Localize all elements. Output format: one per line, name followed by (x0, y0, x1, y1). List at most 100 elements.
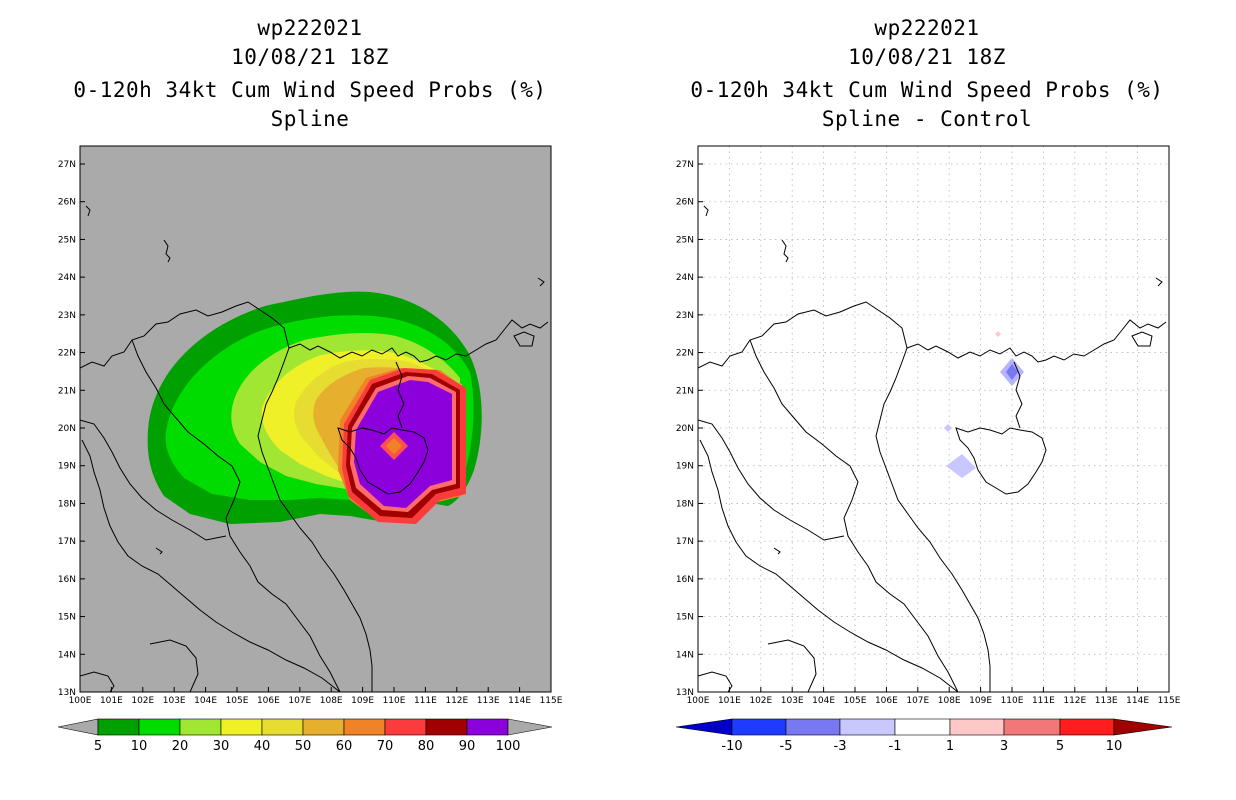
left-colorbar-label: 90 (459, 739, 476, 754)
left-colorbar-swatch (425, 718, 468, 736)
left-lon-label: 102E (131, 696, 154, 706)
left-scheme: Spline (270, 107, 350, 131)
left-lat-labels: 27N 26N 25N 24N 23N 22N 21N 20N 19N 18N 17N 16N 15N 1… (58, 160, 85, 698)
left-lon-label: 101E (100, 696, 123, 706)
right-lat-label: 23N (676, 311, 694, 321)
left-colorbar: 5 10 20 30 40 50 60 70 80 90 100 (57, 718, 553, 754)
diff-blob-sw (946, 454, 976, 478)
left-colorbar-label: 30 (213, 739, 230, 754)
right-colorbar-label: -5 (780, 739, 793, 754)
left-lon-label: 112E (445, 696, 468, 706)
right-lon-label: 115E (1158, 696, 1181, 706)
left-lat-label: 13N (58, 688, 76, 698)
right-colorbar-swatch (1059, 718, 1115, 736)
left-colorbar-swatch (220, 718, 263, 736)
right-lat-label: 18N (676, 499, 694, 509)
right-lat-label: 27N (676, 160, 694, 170)
left-lon-label: 104E (194, 696, 217, 706)
right-panel-title: wp222021 10/08/21 18Z 0-120h 34kt Cum Wi… (617, 14, 1236, 134)
right-subtitle: 0-120h 34kt Cum Wind Speed Probs (%) (690, 78, 1164, 102)
right-lat-label: 13N (676, 688, 694, 698)
right-lon-label: 105E (844, 696, 867, 706)
right-colorbar-swatch (731, 718, 787, 736)
right-lon-label: 113E (1095, 696, 1118, 706)
right-colorbar-upper-arrow (1113, 718, 1173, 736)
left-map-frame (79, 145, 552, 693)
left-colorbar-swatch (97, 718, 140, 736)
left-lon-label: 111E (414, 696, 437, 706)
left-lon-label: 113E (477, 696, 500, 706)
right-colorbar-label: 5 (1056, 739, 1064, 754)
left-colorbar-label: 20 (172, 739, 189, 754)
right-colorbar-label: 10 (1106, 739, 1123, 754)
left-lon-label: 109E (351, 696, 374, 706)
left-lat-label: 23N (58, 311, 76, 321)
right-lon-label: 110E (1001, 696, 1024, 706)
right-lat-label: 21N (676, 386, 694, 396)
left-colorbar-label: 100 (496, 739, 521, 754)
right-map: 27N 26N 25N 24N 23N 22N 21N 20N 19N 18N 17N 16N 15N 1… (676, 145, 1181, 706)
left-lon-label: 106E (257, 696, 280, 706)
right-storm-id: wp222021 (874, 16, 980, 40)
left-colorbar-label: 50 (295, 739, 312, 754)
right-lat-label: 14N (676, 650, 694, 660)
right-lat-label: 22N (676, 349, 694, 359)
right-lon-label: 114E (1126, 696, 1149, 706)
left-lon-label: 110E (383, 696, 406, 706)
diff-blob-ne-core (1006, 364, 1018, 380)
right-lat-labels: 27N 26N 25N 24N 23N 22N 21N 20N 19N 18N 17N 16N 15N 1… (676, 160, 703, 698)
left-lat-label: 25N (58, 235, 76, 245)
right-colorbar-swatch (1003, 718, 1061, 736)
right-colorbar-swatch (949, 718, 1005, 736)
diff-blob-pos (995, 331, 1001, 337)
left-lon-label: 115E (540, 696, 563, 706)
right-difference-field (698, 205, 1167, 692)
left-lon-label: 114E (508, 696, 531, 706)
left-colorbar-swatch (179, 718, 222, 736)
right-colorbar: -10 -5 -3 -1 1 3 5 10 (675, 718, 1173, 754)
right-colorbar-lower-arrow (675, 718, 733, 736)
left-lat-label: 18N (58, 499, 76, 509)
right-lon-label: 103E (781, 696, 804, 706)
right-colorbar-label: -10 (721, 739, 742, 754)
left-storm-id: wp222021 (257, 16, 363, 40)
left-lon-label: 105E (226, 696, 249, 706)
right-colorbar-label: -3 (834, 739, 847, 754)
left-lat-label: 16N (58, 575, 76, 585)
right-map-background (698, 146, 1169, 692)
right-map-frame (697, 145, 1170, 693)
right-colorbar-swatch (839, 718, 896, 736)
right-colorbar-label: 3 (1000, 739, 1008, 754)
left-colorbar-lower-arrow (57, 718, 99, 736)
center-diamond-inner (386, 438, 402, 454)
right-lon-label: 106E (875, 696, 898, 706)
left-lat-label: 15N (58, 613, 76, 623)
right-lon-label: 104E (812, 696, 835, 706)
right-colorbar-label: 1 (946, 739, 954, 754)
left-colorbar-swatch (261, 718, 304, 736)
left-map: 27N 26N 25N 24N 23N 22N 21N 20N 19N 18N 17N 16N 15N 1… (58, 145, 563, 706)
left-lat-label: 26N (58, 198, 76, 208)
left-lat-label: 17N (58, 537, 76, 547)
right-date: 10/08/21 18Z (848, 45, 1006, 69)
left-lat-label: 19N (58, 462, 76, 472)
right-lon-label: 102E (749, 696, 772, 706)
right-lon-label: 107E (906, 696, 929, 706)
left-colorbar-swatch (302, 718, 345, 736)
right-lat-label: 19N (676, 462, 694, 472)
left-lon-label: 108E (320, 696, 343, 706)
right-scheme: Spline - Control (821, 107, 1033, 131)
right-lat-label: 17N (676, 537, 694, 547)
right-lon-label: 111E (1032, 696, 1055, 706)
left-colorbar-label: 60 (336, 739, 353, 754)
left-colorbar-label: 5 (94, 739, 102, 754)
right-lat-label: 25N (676, 235, 694, 245)
right-lat-label: 26N (676, 198, 694, 208)
left-lon-label: 100E (69, 696, 92, 706)
left-colorbar-label: 40 (254, 739, 271, 754)
left-colorbar-upper-arrow (507, 718, 553, 736)
left-lon-labels: 100E 101E 102E 103E 104E 105E 106E 107E 108E 109E… (69, 687, 563, 706)
left-colorbar-swatch (343, 718, 386, 736)
right-lat-label: 16N (676, 575, 694, 585)
right-colorbar-swatch (894, 718, 951, 736)
